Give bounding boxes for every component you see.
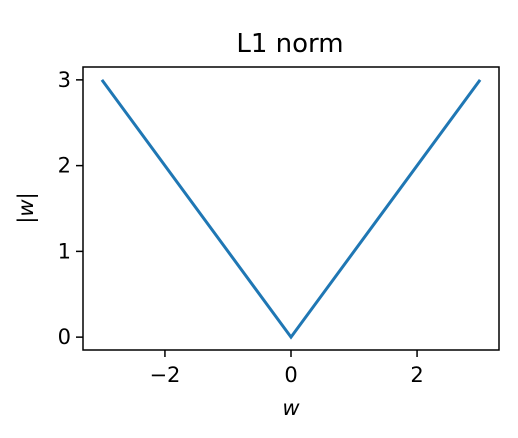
plot-area (82, 66, 500, 351)
x-axis-label: w (282, 396, 300, 420)
plot-frame (82, 66, 500, 351)
x-axis: −2 0 2 (149, 350, 424, 387)
y-tick-label: 3 (58, 68, 71, 92)
chart-title: L1 norm (236, 29, 343, 59)
y-axis-label: |w| (14, 192, 39, 223)
y-axis: 0 1 2 3 (58, 68, 83, 349)
x-tick-label: 0 (284, 363, 297, 387)
y-tick-label: 2 (58, 154, 71, 178)
x-tick-label: −2 (149, 363, 180, 387)
x-tick-label: 2 (410, 363, 423, 387)
series-line (100, 78, 482, 340)
y-tick-label: 1 (58, 239, 71, 263)
y-tick-label: 0 (58, 325, 71, 349)
